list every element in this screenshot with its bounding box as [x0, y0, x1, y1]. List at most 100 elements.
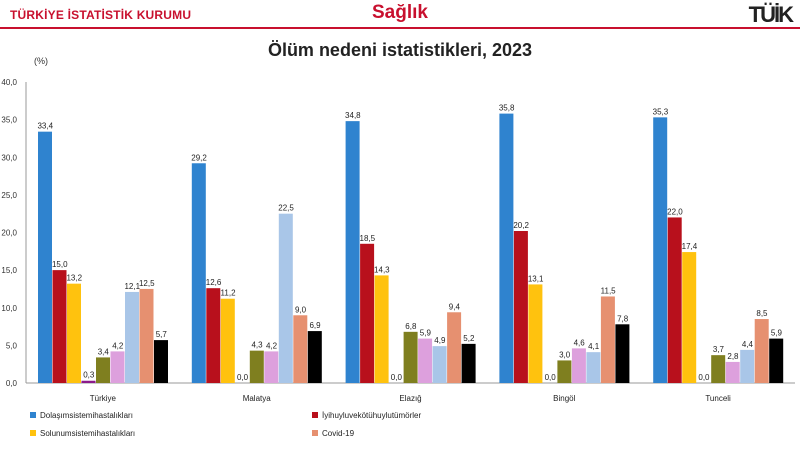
chart-title: Ölüm nedeni istatistikleri, 2023	[268, 40, 532, 60]
bar	[528, 284, 543, 383]
data-label: 0,0	[237, 373, 249, 382]
data-label: 4,4	[742, 340, 754, 349]
bar	[278, 213, 293, 383]
bar	[154, 340, 168, 383]
bar	[293, 315, 308, 383]
y-tick-label: 20,0	[1, 229, 17, 238]
bar	[374, 275, 389, 383]
bar	[667, 217, 682, 383]
data-label: 4,6	[574, 338, 586, 347]
y-tick-label: 5,0	[6, 341, 18, 350]
data-label: 5,9	[420, 329, 432, 338]
data-label: 4,2	[112, 341, 124, 350]
bar	[725, 361, 740, 383]
bar	[513, 230, 528, 383]
data-label: 17,4	[682, 242, 698, 251]
bar	[403, 331, 418, 383]
data-label: 11,2	[221, 289, 237, 298]
bar	[447, 312, 462, 383]
x-tick-label: Elazığ	[399, 394, 421, 403]
data-label: 0,0	[391, 373, 403, 382]
bar	[52, 270, 67, 383]
data-label: 8,5	[756, 309, 768, 318]
bar	[557, 360, 572, 383]
bar	[754, 319, 769, 383]
bar	[653, 117, 668, 384]
bar	[96, 357, 110, 383]
bar	[586, 352, 601, 383]
data-label: 4,3	[251, 341, 263, 350]
legend-label: İyihuyluvekötühuylutümörler	[322, 411, 421, 420]
legend-swatch	[30, 430, 36, 436]
bar	[307, 331, 322, 383]
y-tick-label: 25,0	[1, 191, 17, 200]
bar	[432, 346, 447, 383]
data-label: 35,8	[499, 104, 515, 113]
bar	[264, 351, 279, 383]
data-label: 20,2	[513, 221, 529, 230]
data-label: 0,0	[698, 373, 710, 382]
data-label: 6,8	[405, 322, 417, 331]
bar	[769, 338, 784, 383]
data-label: 12,5	[139, 279, 155, 288]
bar	[139, 288, 154, 383]
data-label: 6,9	[309, 321, 321, 330]
legend-swatch	[30, 412, 36, 418]
bar	[67, 283, 81, 383]
data-label: 3,4	[98, 347, 110, 356]
data-label: 5,2	[463, 334, 475, 343]
x-tick-label: Bingöl	[553, 394, 575, 403]
data-label: 14,3	[374, 265, 390, 274]
bar	[360, 243, 375, 383]
legend-label: Covid-19	[322, 429, 355, 438]
y-axis-label: (%)	[34, 56, 48, 66]
data-label: 34,8	[345, 111, 361, 120]
bar	[499, 113, 514, 383]
bar	[206, 288, 221, 383]
data-label: 29,2	[191, 153, 207, 162]
y-tick-label: 0,0	[6, 379, 18, 388]
org-name: TÜRKİYE İSTATİSTİK KURUMU	[10, 8, 192, 22]
y-tick-label: 35,0	[1, 116, 17, 125]
legend-label: Dolaşımsistemihastalıkları	[40, 411, 133, 420]
data-label: 13,2	[66, 274, 82, 283]
tuik-logo: TÜİK	[748, 2, 794, 27]
data-label: 9,0	[295, 305, 307, 314]
bar	[249, 350, 264, 383]
data-label: 35,3	[653, 107, 669, 116]
header-divider	[0, 27, 800, 29]
legend-swatch	[312, 430, 318, 436]
data-label: 12,1	[124, 282, 140, 291]
bar	[38, 131, 52, 383]
data-label: 18,5	[360, 234, 376, 243]
section-title: Sağlık	[372, 2, 428, 23]
y-tick-label: 10,0	[1, 304, 17, 313]
data-label: 3,7	[713, 345, 725, 354]
data-label: 4,2	[266, 341, 278, 350]
legend-swatch	[312, 412, 318, 418]
bar	[711, 355, 726, 383]
bar	[615, 324, 630, 383]
data-label: 9,4	[449, 302, 461, 311]
data-label: 22,5	[278, 204, 294, 213]
data-label: 0,0	[545, 373, 557, 382]
data-label: 22,0	[667, 207, 683, 216]
bar	[110, 351, 125, 383]
bar	[740, 349, 755, 383]
bar	[125, 291, 139, 383]
data-label: 5,9	[771, 329, 783, 338]
data-label: 7,8	[617, 314, 629, 323]
data-label: 3,0	[559, 350, 571, 359]
data-label: 12,6	[206, 278, 222, 287]
bar	[682, 252, 697, 383]
data-label: 4,1	[588, 342, 600, 351]
data-label: 0,3	[83, 371, 95, 380]
data-label: 13,1	[528, 274, 544, 283]
bar	[81, 380, 96, 383]
x-tick-label: Tunceli	[705, 394, 731, 403]
data-label: 4,9	[434, 336, 446, 345]
data-label: 15,0	[52, 260, 68, 269]
bar	[418, 338, 433, 383]
bar	[461, 343, 476, 383]
